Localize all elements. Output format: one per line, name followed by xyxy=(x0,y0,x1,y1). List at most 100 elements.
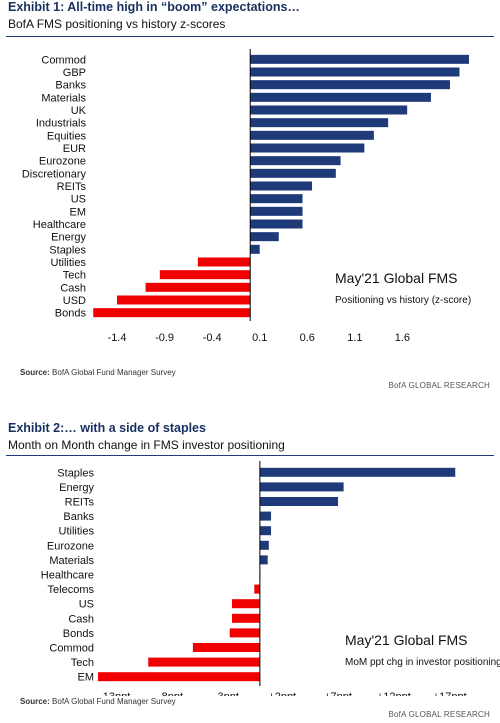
category-label: REITs xyxy=(65,497,95,509)
category-label: EUR xyxy=(63,143,86,155)
exhibit-1-chart: CommodGBPBanksMaterialsUKIndustrialsEqui… xyxy=(22,49,471,344)
exhibit-2-brand: BofA GLOBAL RESEARCH xyxy=(388,710,490,719)
category-label: Cash xyxy=(60,282,86,294)
category-label: Healthcare xyxy=(41,570,94,582)
bar-us xyxy=(250,194,303,204)
bar-utilities xyxy=(197,257,251,267)
bar-eurozone xyxy=(250,156,341,166)
x-tick-label: +17ppt xyxy=(433,691,467,696)
bar-bonds xyxy=(93,308,251,318)
exhibit-2-title: Exhibit 2:… with a side of staples xyxy=(8,421,206,435)
category-label: Staples xyxy=(49,244,86,256)
category-label: Bonds xyxy=(55,308,87,320)
bar-usd xyxy=(117,295,251,305)
x-tick-label: -0.9 xyxy=(155,332,174,344)
category-label: Energy xyxy=(59,482,94,494)
category-label: EM xyxy=(78,672,95,684)
x-tick-label: 1.1 xyxy=(347,332,362,344)
exhibit-1-source-label: Source: xyxy=(20,368,50,377)
exhibit-1-subtitle: BofA FMS positioning vs history z-scores xyxy=(8,17,226,31)
bar-gbp xyxy=(250,67,460,77)
exhibit-1-brand: BofA GLOBAL RESEARCH xyxy=(388,381,490,390)
x-tick-label: +2ppt xyxy=(268,691,296,696)
bar-banks xyxy=(259,511,272,521)
category-label: US xyxy=(79,599,94,611)
bar-materials xyxy=(259,555,268,565)
category-label: Banks xyxy=(55,80,86,92)
bar-equities xyxy=(250,130,374,140)
bar-materials xyxy=(250,92,431,102)
category-label: Commod xyxy=(49,643,94,655)
category-label: Industrials xyxy=(36,118,87,130)
exhibit-2-source-text: BofA Global Fund Manager Survey xyxy=(52,697,176,706)
category-label: US xyxy=(71,194,86,206)
exhibit-2: Exhibit 2:… with a side of staples Month… xyxy=(0,421,500,723)
exhibit-2-subtitle: Month on Month change in FMS investor po… xyxy=(8,438,285,452)
annotation-subtitle: Positioning vs history (z-score) xyxy=(335,295,471,306)
x-tick-label: -3ppt xyxy=(214,691,239,696)
category-label: GBP xyxy=(63,67,86,79)
category-label: Eurozone xyxy=(39,156,86,168)
bar-eur xyxy=(250,143,365,153)
exhibit-1-title: Exhibit 1: All-time high in “boom” expec… xyxy=(8,0,300,14)
bar-staples xyxy=(259,467,456,477)
x-tick-label: -1.4 xyxy=(108,332,127,344)
bar-tech xyxy=(148,657,260,667)
bar-commod xyxy=(192,643,260,652)
category-label: EM xyxy=(70,206,87,218)
category-label: Tech xyxy=(71,657,94,669)
bar-cash xyxy=(231,613,260,623)
bar-energy xyxy=(250,232,279,242)
annotation-title: May'21 Global FMS xyxy=(345,632,468,648)
category-label: Equities xyxy=(47,130,87,142)
category-label: USD xyxy=(63,295,86,307)
bar-tech xyxy=(159,270,251,280)
bar-em xyxy=(250,206,303,216)
category-label: Commod xyxy=(41,54,86,66)
category-label: UK xyxy=(71,105,87,117)
category-label: Utilities xyxy=(59,526,95,538)
category-label: Energy xyxy=(51,232,86,244)
category-label: Materials xyxy=(41,92,86,104)
bar-eurozone xyxy=(259,540,269,550)
bar-reits xyxy=(259,497,339,506)
bar-discretionary xyxy=(250,168,336,178)
category-label: Eurozone xyxy=(47,540,94,552)
exhibit-1-source-text: BofA Global Fund Manager Survey xyxy=(52,368,176,377)
exhibit-2-chart: Staples Energy REITs Banks Utilities Eurozone… xyxy=(41,461,500,696)
x-tick-label: +7ppt xyxy=(324,691,352,696)
bar-utilities xyxy=(259,526,272,536)
exhibit-2-header: Exhibit 2:… with a side of staples Month… xyxy=(6,421,494,456)
bar-staples xyxy=(250,244,260,254)
exhibit-1-header: Exhibit 1: All-time high in “boom” expec… xyxy=(6,0,494,37)
exhibit-2-source-label: Source: xyxy=(20,697,50,706)
bar-industrials xyxy=(250,118,389,128)
category-label: Bonds xyxy=(63,628,95,640)
category-label: Banks xyxy=(63,511,94,523)
annotation-title: May'21 Global FMS xyxy=(335,270,458,286)
exhibit-1-source: Source: BofA Global Fund Manager Survey xyxy=(20,368,176,377)
category-label: Cash xyxy=(68,613,94,625)
bar-em xyxy=(98,672,260,682)
x-tick-label: -8ppt xyxy=(158,691,183,696)
exhibit-1: Exhibit 1: All-time high in “boom” expec… xyxy=(6,0,494,390)
category-label: Healthcare xyxy=(33,219,86,231)
category-label: Staples xyxy=(57,467,94,479)
bar-banks xyxy=(250,80,450,90)
exhibit-2-source: Source: BofA Global Fund Manager Survey xyxy=(20,697,176,706)
x-tick-label: 0.1 xyxy=(252,332,267,344)
bar-energy xyxy=(259,482,344,492)
x-tick-label: 0.6 xyxy=(300,332,315,344)
bar-telecoms xyxy=(254,584,260,594)
category-label: Utilities xyxy=(51,257,87,269)
bar-commod xyxy=(250,54,469,64)
bar-uk xyxy=(250,105,408,115)
bar-reits xyxy=(250,181,313,191)
x-tick-label: 1.6 xyxy=(395,332,410,344)
category-label: Materials xyxy=(49,555,94,567)
x-tick-label: +12ppt xyxy=(377,691,411,696)
bar-cash xyxy=(145,282,251,292)
x-tick-label: -13ppt xyxy=(99,691,130,696)
category-label: Tech xyxy=(63,270,86,282)
bar-healthcare xyxy=(250,219,303,229)
